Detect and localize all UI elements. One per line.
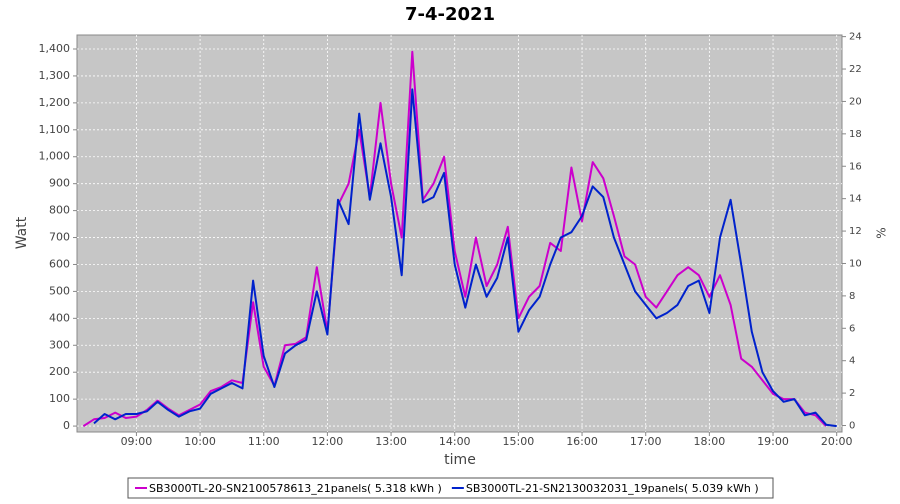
- x-tick-label: 11:00: [248, 435, 280, 448]
- y2-tick-label: 2: [849, 388, 855, 399]
- plot-area: [76, 34, 843, 433]
- x-tick-label: 15:00: [503, 435, 535, 448]
- y-tick-label: 500: [49, 284, 70, 297]
- x-tick-label: 14:00: [439, 435, 471, 448]
- y2-tick-label: 0: [849, 421, 855, 432]
- y2-tick-label: 6: [849, 323, 855, 334]
- x-tick-label: 19:00: [757, 435, 789, 448]
- x-tick-label: 10:00: [184, 435, 216, 448]
- y2-tick-label: 22: [849, 64, 862, 75]
- y-tick-label: 700: [49, 231, 70, 244]
- y-tick-label: 1,400: [39, 42, 71, 55]
- data-line: [82, 50, 827, 427]
- y-tick-label: 400: [49, 311, 70, 324]
- y2-tick-label: 14: [849, 194, 862, 205]
- y-tick-label: 1,100: [39, 123, 71, 136]
- x-tick-label: 17:00: [630, 435, 662, 448]
- x-tick-label: 20:00: [821, 435, 853, 448]
- y2-tick-label: 24: [849, 32, 862, 43]
- y-tick-label: 0: [63, 419, 70, 432]
- y-tick-label: 300: [49, 338, 70, 351]
- y-tick-label: 100: [49, 392, 70, 405]
- y2-tick-label: 4: [849, 356, 855, 367]
- y2-axis-label: %: [875, 227, 889, 238]
- y-axis-label: Watt: [14, 216, 30, 249]
- x-tick-label: 09:00: [121, 435, 153, 448]
- y2-tick-label: 18: [849, 129, 862, 140]
- legend-label: SB3000TL-20-SN2100578613_21panels( 5.318…: [149, 482, 442, 495]
- y2-tick-label: 20: [849, 96, 862, 107]
- y-tick-label: 1,000: [39, 150, 71, 163]
- data-line: [93, 88, 837, 428]
- y2-tick-label: 16: [849, 161, 862, 172]
- chart-title: 7-4-2021: [405, 4, 495, 25]
- x-tick-label: 13:00: [375, 435, 407, 448]
- y-tick-label: 800: [49, 204, 70, 217]
- y-tick-label: 600: [49, 257, 70, 270]
- y2-tick-label: 12: [849, 226, 862, 237]
- x-axis-label: time: [444, 452, 476, 468]
- y-tick-label: 900: [49, 177, 70, 190]
- y2-tick-label: 10: [849, 258, 862, 269]
- y-tick-label: 1,200: [39, 96, 71, 109]
- legend-label: SB3000TL-21-SN2130032031_19panels( 5.039…: [466, 482, 759, 495]
- x-tick-label: 18:00: [694, 435, 726, 448]
- y-tick-label: 200: [49, 365, 70, 378]
- legend: [127, 477, 774, 499]
- y-tick-label: 1,300: [39, 69, 71, 82]
- x-tick-label: 16:00: [566, 435, 598, 448]
- y2-tick-label: 8: [849, 291, 855, 302]
- x-tick-label: 12:00: [312, 435, 344, 448]
